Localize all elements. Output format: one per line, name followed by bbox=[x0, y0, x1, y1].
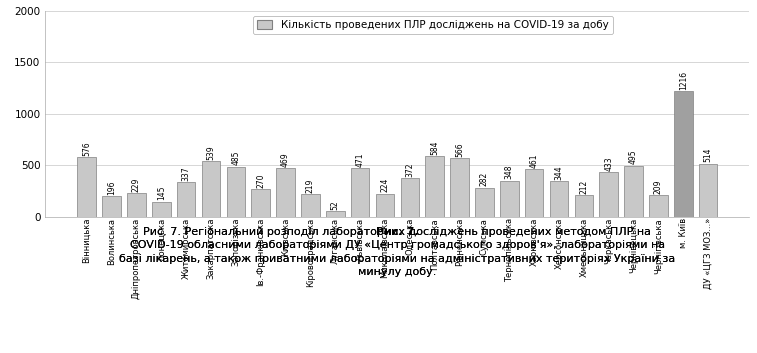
Bar bbox=[600, 172, 618, 217]
Text: 576: 576 bbox=[83, 142, 92, 156]
Text: 196: 196 bbox=[107, 181, 116, 195]
Bar bbox=[500, 181, 519, 217]
Bar bbox=[251, 189, 270, 217]
Bar bbox=[575, 195, 593, 217]
Text: 282: 282 bbox=[480, 172, 489, 186]
Text: 219: 219 bbox=[306, 178, 315, 193]
Bar bbox=[525, 169, 544, 217]
Text: Рис. 7. Регіональний розподіл лабораторних досліджень проведених методом ПЛР на
: Рис. 7. Регіональний розподіл лабораторн… bbox=[120, 227, 675, 277]
Bar bbox=[326, 211, 344, 217]
Bar bbox=[425, 156, 444, 217]
Text: 469: 469 bbox=[281, 152, 290, 167]
Text: 337: 337 bbox=[182, 166, 191, 181]
Bar bbox=[276, 168, 295, 217]
Bar bbox=[674, 91, 693, 217]
Text: 212: 212 bbox=[579, 179, 588, 193]
Legend: Кількість проведених ПЛР досліджень на COVID-19 за добу: Кількість проведених ПЛР досліджень на C… bbox=[253, 16, 612, 34]
Bar bbox=[102, 196, 121, 217]
Bar bbox=[649, 195, 668, 217]
Text: 461: 461 bbox=[530, 153, 539, 168]
Bar bbox=[226, 167, 245, 217]
Text: 145: 145 bbox=[157, 186, 166, 201]
Text: 348: 348 bbox=[505, 165, 514, 179]
Text: 433: 433 bbox=[604, 156, 613, 171]
Text: 372: 372 bbox=[405, 162, 414, 177]
Bar bbox=[127, 193, 146, 217]
Text: 584: 584 bbox=[430, 141, 439, 155]
Bar bbox=[475, 187, 494, 217]
Bar bbox=[450, 158, 469, 217]
Text: Рис. 7.: Рис. 7. bbox=[376, 227, 419, 237]
Bar bbox=[550, 181, 569, 217]
Bar bbox=[375, 193, 394, 217]
Bar bbox=[177, 182, 195, 217]
Bar bbox=[350, 168, 369, 217]
Text: 270: 270 bbox=[256, 173, 265, 187]
Text: 229: 229 bbox=[132, 177, 141, 192]
Bar bbox=[400, 178, 419, 217]
Bar bbox=[699, 164, 718, 217]
Bar bbox=[77, 157, 96, 217]
Text: 1216: 1216 bbox=[679, 71, 688, 90]
Bar bbox=[201, 161, 220, 217]
Text: 485: 485 bbox=[232, 151, 241, 166]
Text: 495: 495 bbox=[629, 150, 638, 164]
Bar bbox=[152, 202, 170, 217]
Text: 344: 344 bbox=[554, 165, 563, 180]
Text: 514: 514 bbox=[703, 148, 712, 162]
Text: Рис. 7. Регіональний розподіл лабораторних досліджень проведених методом ПЛР на
: Рис. 7. Регіональний розподіл лабораторн… bbox=[120, 227, 675, 277]
Text: 224: 224 bbox=[381, 178, 390, 192]
Text: 52: 52 bbox=[331, 201, 340, 210]
Text: 209: 209 bbox=[654, 179, 663, 194]
Text: 471: 471 bbox=[356, 152, 365, 167]
Bar bbox=[625, 166, 643, 217]
Text: 539: 539 bbox=[207, 145, 216, 160]
Text: 566: 566 bbox=[455, 142, 464, 157]
Bar bbox=[301, 194, 319, 217]
